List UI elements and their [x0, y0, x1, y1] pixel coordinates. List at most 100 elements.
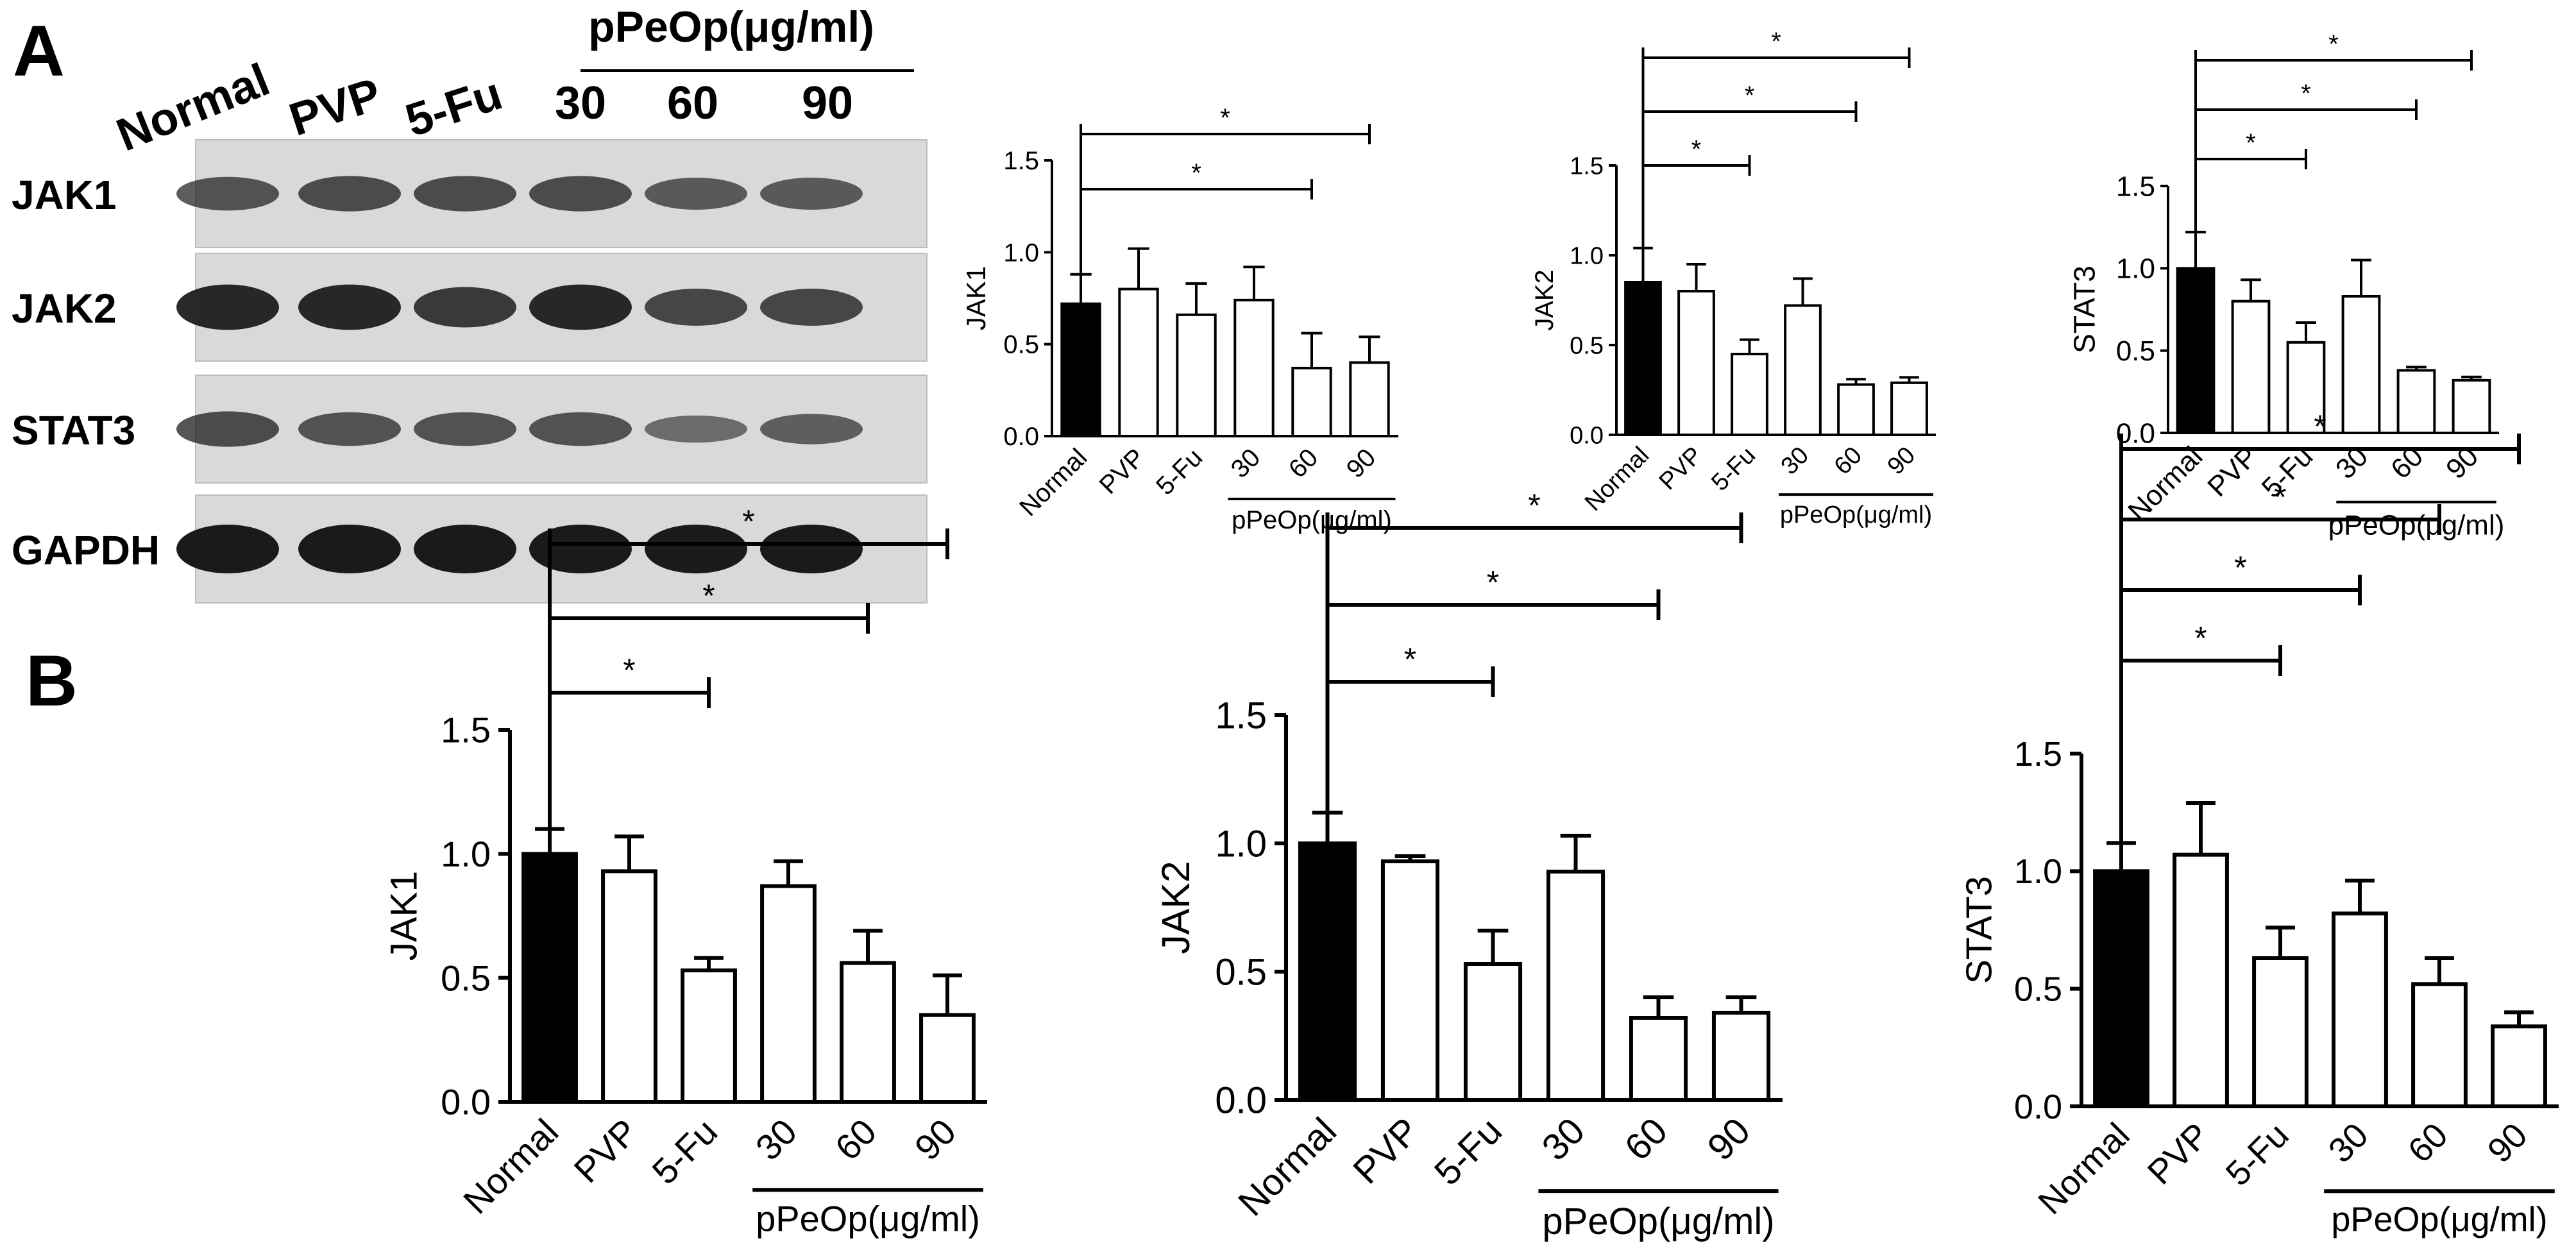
x-tick-label: PVP — [566, 1111, 645, 1190]
y-tick-label: 0.0 — [2014, 1088, 2062, 1126]
bar — [601, 869, 657, 1104]
y-tick-label: 1.0 — [1570, 242, 1604, 269]
x-tick-label: PVP — [1345, 1110, 1427, 1192]
significance-star: * — [742, 503, 754, 539]
blot-band — [645, 415, 747, 443]
x-tick-label: PVP — [1654, 442, 1707, 495]
significance-star: * — [2328, 30, 2339, 58]
blot-row-label: GAPDH — [12, 527, 160, 573]
x-tick-label: 5-Fu — [644, 1111, 725, 1192]
bar — [2173, 852, 2229, 1108]
y-tick-label: 0.0 — [1570, 422, 1604, 449]
x-tick-label: 5-Fu — [1427, 1110, 1510, 1193]
y-tick-label: 1.0 — [2014, 852, 2062, 891]
bar — [840, 961, 896, 1104]
significance-star: * — [2246, 129, 2256, 157]
bar — [1118, 287, 1159, 437]
blot-band — [529, 176, 632, 212]
x-tick-label: 90 — [1700, 1110, 1759, 1169]
y-axis-label: JAK1 — [383, 871, 425, 961]
blot-band — [298, 284, 401, 330]
lane-label: PVP — [284, 69, 387, 146]
blot-band — [760, 289, 863, 326]
x-tick-label: 90 — [907, 1111, 964, 1168]
blot-band — [645, 289, 747, 326]
lane-label: 60 — [667, 78, 718, 129]
y-tick-label: 1.5 — [1003, 147, 1039, 175]
blot-band — [760, 414, 863, 444]
x-tick-label: 90 — [1341, 443, 1382, 484]
x-tick-label: 60 — [1284, 443, 1324, 484]
significance-star: * — [1528, 487, 1540, 523]
bar — [1837, 383, 1875, 436]
significance-star: * — [1404, 641, 1416, 677]
panel-a-letter: A — [13, 11, 65, 91]
y-axis-label: STAT3 — [2068, 266, 2101, 353]
bar — [1624, 281, 1662, 436]
y-axis-label: JAK2 — [1154, 861, 1198, 954]
x-tick-label: 5-Fu — [2219, 1116, 2296, 1194]
bar — [2332, 911, 2388, 1109]
x-tick-label: Normal — [1230, 1110, 1344, 1224]
blot-band — [298, 176, 401, 212]
significance-star: * — [2301, 80, 2311, 108]
bar — [760, 884, 817, 1104]
y-tick-label: 1.5 — [1215, 695, 1267, 736]
bar — [1233, 298, 1275, 437]
bar — [2396, 369, 2436, 435]
x-tick-label: 5-Fu — [1706, 442, 1761, 496]
y-tick-label: 0.5 — [1003, 331, 1039, 359]
bar — [1291, 366, 1332, 438]
y-tick-label: 0.0 — [441, 1082, 491, 1122]
bar — [919, 1013, 976, 1104]
y-tick-label: 0.5 — [1215, 951, 1267, 993]
x-tick-label: Normal — [1014, 443, 1092, 521]
x-tick-label: 30 — [1534, 1110, 1593, 1169]
bar — [521, 852, 578, 1104]
blot-band — [760, 525, 863, 573]
y-tick-label: 1.5 — [2014, 735, 2062, 773]
group-label: pPeOp(μg/ml) — [1542, 1201, 1774, 1242]
lane-label: 90 — [802, 78, 853, 129]
y-tick-label: 1.0 — [441, 834, 491, 874]
x-tick-label: PVP — [2140, 1116, 2217, 1192]
x-tick-label: 90 — [2480, 1116, 2535, 1170]
x-tick-label: PVP — [1094, 443, 1151, 500]
significance-star: * — [623, 652, 635, 688]
blot-row-label: STAT3 — [12, 407, 135, 453]
bar — [681, 968, 737, 1104]
blot-group-label: pPeOp(μg/ml) — [588, 3, 874, 51]
bar — [1784, 304, 1822, 436]
y-tick-label: 1.0 — [1215, 823, 1267, 865]
group-label: pPeOp(μg/ml) — [2328, 509, 2505, 541]
significance-star: * — [2194, 620, 2207, 656]
western-blot: Normal PVP 5-Fu 30 60 90pPeOp(μg/ml)JAK1JAK2S… — [12, 3, 928, 604]
bar — [1060, 302, 1101, 437]
blot-band — [529, 412, 632, 446]
bar — [1176, 313, 1217, 437]
y-tick-label: 1.5 — [441, 710, 491, 750]
significance-star: * — [1220, 104, 1230, 132]
bar — [1463, 962, 1523, 1102]
y-tick-label: 1.0 — [2116, 253, 2155, 285]
y-tick-label: 1.5 — [2116, 171, 2155, 202]
blot-band — [298, 525, 401, 573]
significance-star: * — [2314, 409, 2326, 444]
x-tick-label: Normal — [2031, 1116, 2137, 1222]
x-tick-label: 60 — [2401, 1116, 2455, 1170]
blot-row-label: JAK1 — [12, 172, 117, 218]
x-tick-label: 30 — [2321, 1116, 2376, 1170]
bar — [1349, 361, 1390, 437]
bar — [1711, 1011, 1771, 1102]
x-tick-label: 60 — [1617, 1110, 1676, 1169]
x-tick-label: 5-Fu — [1151, 443, 1208, 500]
y-axis-label: JAK2 — [1530, 269, 1559, 330]
y-tick-label: 1.5 — [1570, 153, 1604, 180]
y-tick-label: 0.5 — [441, 958, 491, 998]
blot-row-label: JAK2 — [12, 285, 117, 332]
bar — [2231, 300, 2271, 434]
